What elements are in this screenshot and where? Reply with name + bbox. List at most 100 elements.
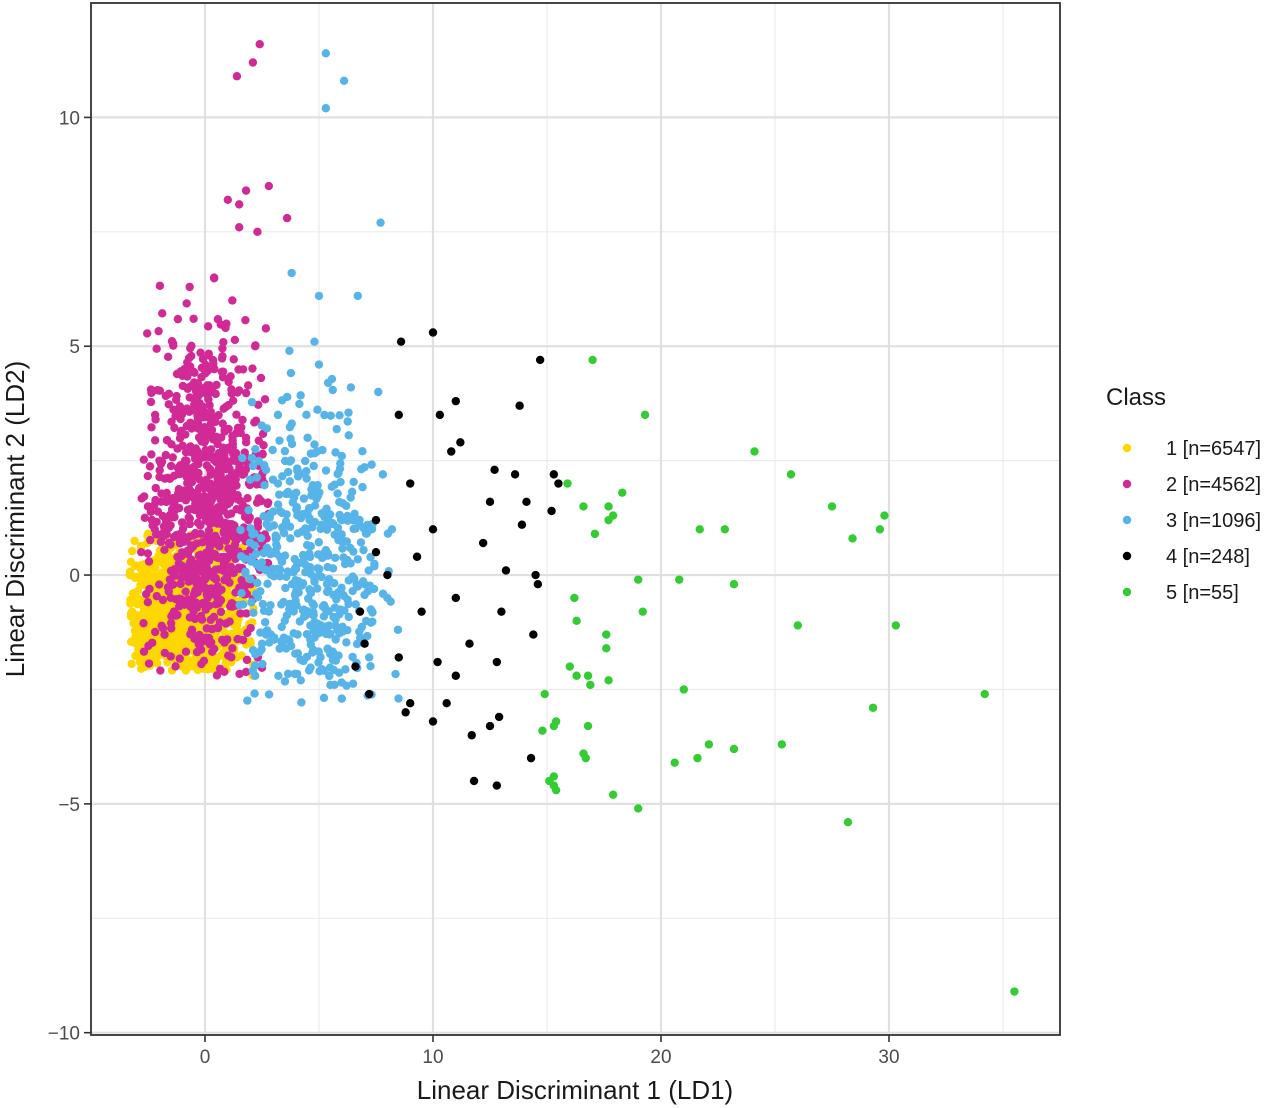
data-point (344, 431, 353, 440)
data-point (285, 599, 294, 609)
data-point (247, 453, 257, 463)
data-point (173, 314, 183, 324)
data-point (588, 355, 597, 365)
data-point (406, 479, 415, 488)
data-point (147, 423, 156, 432)
data-point (181, 496, 191, 505)
data-point (366, 661, 375, 671)
data-point (336, 477, 345, 487)
data-point (590, 529, 600, 539)
data-point (155, 281, 165, 290)
data-point (203, 322, 213, 331)
data-point (185, 514, 195, 523)
data-point (273, 500, 283, 509)
data-point (570, 593, 579, 603)
data-point (331, 553, 340, 562)
legend-key-2 (1122, 479, 1132, 489)
data-point (246, 575, 255, 584)
data-point (216, 495, 226, 505)
data-point (269, 547, 278, 557)
data-point (242, 655, 252, 665)
series-4 (351, 328, 563, 790)
data-point (170, 494, 179, 503)
data-point (213, 553, 222, 562)
data-point (213, 623, 223, 633)
data-point (169, 341, 178, 350)
data-point (565, 662, 574, 671)
data-point (378, 470, 388, 479)
data-point (638, 607, 647, 616)
data-point (144, 659, 154, 668)
legend-label-2: 2 [n=4562] (1166, 474, 1261, 496)
data-point (204, 587, 214, 597)
data-point (342, 501, 351, 510)
data-point (233, 423, 243, 433)
y-tick-label: 5 (69, 337, 80, 358)
data-point (442, 699, 451, 708)
data-point (201, 431, 210, 441)
data-point (181, 448, 191, 457)
data-point (205, 539, 215, 548)
data-point (193, 588, 202, 597)
data-point (228, 644, 237, 653)
data-point (182, 472, 191, 481)
data-point (238, 453, 247, 463)
data-point (331, 448, 340, 457)
data-point (326, 411, 335, 420)
data-point (549, 721, 559, 731)
data-point (146, 571, 156, 581)
data-point (146, 535, 155, 545)
data-point (187, 642, 196, 652)
data-point (307, 491, 316, 500)
data-point (315, 488, 324, 497)
data-point (130, 536, 139, 546)
data-point (322, 579, 332, 589)
data-point (501, 566, 511, 575)
series-2 (136, 39, 292, 680)
data-point (224, 569, 233, 578)
data-point (155, 456, 164, 465)
data-point (227, 385, 236, 394)
data-point (178, 561, 187, 571)
data-point (367, 524, 377, 534)
data-point (243, 696, 252, 705)
data-point (283, 467, 293, 477)
data-point (293, 511, 302, 520)
data-point (282, 213, 292, 223)
data-point (786, 470, 796, 479)
data-point (348, 652, 357, 662)
data-point (364, 653, 374, 662)
legend-key-5 (1122, 587, 1132, 597)
data-point (197, 615, 207, 624)
data-point (213, 582, 222, 591)
data-point (220, 535, 229, 544)
data-point (175, 602, 184, 611)
data-point (183, 478, 192, 488)
data-point (286, 434, 295, 443)
data-point (316, 524, 325, 534)
data-point (201, 425, 210, 434)
data-point (202, 566, 211, 576)
data-point (250, 418, 259, 427)
data-point (139, 455, 149, 464)
data-point (337, 678, 346, 687)
data-point (533, 580, 543, 589)
data-point (264, 607, 274, 616)
data-point (529, 630, 538, 639)
data-point (241, 667, 251, 677)
data-point (417, 607, 426, 616)
data-point (211, 417, 220, 427)
data-point (229, 449, 238, 459)
data-point (155, 639, 164, 648)
data-point (181, 647, 191, 656)
data-point (302, 630, 312, 639)
data-point (198, 402, 208, 412)
data-point (321, 104, 331, 113)
data-point (235, 669, 244, 679)
data-point (238, 533, 248, 542)
data-points (125, 39, 1019, 996)
data-point (325, 671, 334, 681)
data-point (451, 396, 460, 406)
data-point (243, 381, 253, 390)
data-point (248, 58, 258, 67)
